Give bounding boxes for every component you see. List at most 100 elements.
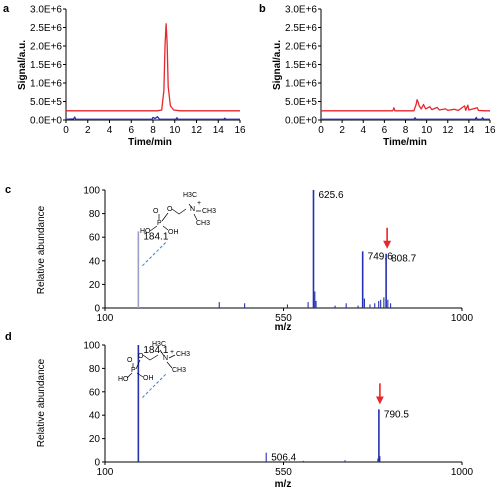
svg-text:CH3: CH3	[202, 208, 216, 215]
peak-label: 184.1	[143, 345, 168, 356]
x-tick-label: 14	[213, 125, 225, 136]
chart-a-series-0	[66, 23, 240, 112]
svg-text:+: +	[197, 200, 201, 207]
structure-leader-line	[142, 373, 167, 399]
x-tick-label: 10	[421, 125, 433, 136]
y-tick-label: 60	[89, 233, 101, 244]
peak-label: 749.6	[368, 251, 393, 262]
x-tick-label: 550	[275, 467, 292, 478]
svg-text:O: O	[167, 206, 173, 213]
y-tick-label: 1.5E+6	[30, 60, 62, 71]
y-tick-label: 20	[89, 434, 101, 445]
y-tick-label: 100	[83, 186, 100, 197]
chart-c-xlabel: m/z	[275, 322, 292, 333]
svg-text:CH3: CH3	[196, 220, 210, 227]
svg-text:N: N	[163, 355, 168, 362]
chart-a-ylabel: Signal/a.u.	[17, 40, 28, 90]
y-tick-label: 2.0E+6	[285, 42, 317, 53]
peak-label: 625.6	[318, 190, 343, 201]
svg-text:O: O	[127, 357, 133, 364]
chart-b-xlabel: Time/min	[383, 137, 427, 148]
x-tick-label: 1000	[451, 467, 474, 478]
x-tick-label: 6	[128, 125, 134, 136]
x-tick-label: 0	[63, 125, 69, 136]
y-tick-label: 2.5E+6	[30, 23, 62, 34]
chart-d: 0 20 40 60 80 100 100 550 1000 184.1 506.4 790.5	[83, 341, 473, 479]
x-tick-label: 16	[484, 125, 496, 136]
svg-text:O: O	[153, 208, 159, 215]
svg-text:O: O	[138, 353, 144, 360]
x-tick-label: 4	[107, 125, 113, 136]
chart-d-xlabel: m/z	[275, 479, 292, 490]
y-tick-label: 40	[89, 411, 101, 422]
svg-text:CH3: CH3	[172, 367, 186, 374]
x-tick-label: 4	[360, 125, 366, 136]
panel-label-c: c	[5, 184, 11, 196]
x-tick-label: 14	[463, 125, 475, 136]
x-tick-label: 100	[97, 467, 114, 478]
peak-label: 506.4	[271, 453, 296, 464]
svg-text:H3C: H3C	[183, 192, 197, 199]
x-tick-label: 2	[85, 125, 91, 136]
chart-d-ylabel: Relative abundance	[36, 358, 47, 447]
x-tick-label: 12	[191, 125, 203, 136]
x-tick-label: 550	[275, 313, 292, 324]
y-tick-label: 5.0E+5	[30, 97, 62, 108]
structure-leader-line	[142, 241, 167, 267]
y-tick-label: 2.0E+6	[30, 42, 62, 53]
svg-text:N: N	[190, 206, 195, 213]
y-tick-label: 20	[89, 280, 101, 291]
x-tick-label: 12	[442, 125, 454, 136]
chart-b-series-0	[321, 99, 490, 112]
y-tick-label: 3.0E+6	[30, 5, 62, 16]
x-tick-label: 6	[382, 125, 388, 136]
y-tick-label: 1.0E+6	[285, 79, 317, 90]
panel-label-d: d	[5, 331, 12, 343]
svg-text:CH3: CH3	[176, 351, 190, 358]
chart-a: 0.0E+0 5.0E+5 1.0E+6 1.5E+6 2.0E+6 2.5E+6 3.0E…	[30, 5, 246, 137]
x-tick-label: 2	[339, 125, 345, 136]
chart-b: 0.0E+0 5.0E+5 1.0E+6 1.5E+6 2.0E+6 2.5E+6 3.0E…	[285, 5, 496, 137]
svg-text:HO: HO	[118, 376, 129, 383]
panel-label-a: a	[3, 3, 10, 15]
svg-text:P: P	[157, 220, 162, 227]
y-tick-label: 2.5E+6	[285, 23, 317, 34]
chart-b-series-1	[321, 116, 490, 120]
y-tick-label: 0.0E+0	[30, 116, 62, 127]
svg-text:HO: HO	[140, 228, 151, 235]
x-tick-label: 100	[97, 313, 114, 324]
peak-label: 790.5	[384, 409, 409, 420]
y-tick-label: 40	[89, 256, 101, 267]
y-tick-label: 1.0E+6	[30, 79, 62, 90]
svg-text:P: P	[131, 367, 136, 374]
peak-label: 184.1	[143, 231, 168, 242]
x-tick-label: 16	[234, 125, 246, 136]
chart-c: 0 20 40 60 80 100 100 550 1000 184.1 625.6 749.6808…	[83, 186, 473, 325]
svg-text:OH: OH	[143, 375, 154, 382]
x-tick-label: 0	[318, 125, 324, 136]
chart-a-xlabel: Time/min	[128, 137, 172, 148]
y-tick-label: 5.0E+5	[285, 97, 317, 108]
y-tick-label: 80	[89, 364, 101, 375]
y-tick-label: 0	[94, 458, 100, 469]
chart-c-ylabel: Relative abundance	[36, 205, 47, 294]
x-tick-label: 8	[403, 125, 409, 136]
y-tick-label: 1.5E+6	[285, 60, 317, 71]
x-tick-label: 8	[150, 125, 156, 136]
panel-label-b: b	[259, 3, 266, 15]
chart-b-ylabel: Signal/a.u.	[272, 40, 283, 90]
x-tick-label: 1000	[451, 313, 474, 324]
chart-a-series-1	[65, 116, 240, 120]
peak-label: 808.7	[391, 254, 416, 265]
svg-text:OH: OH	[168, 229, 179, 236]
y-tick-label: 100	[83, 341, 100, 352]
y-tick-label: 80	[89, 209, 101, 220]
x-tick-label: 10	[169, 125, 181, 136]
y-tick-label: 3.0E+6	[285, 5, 317, 16]
phosphocholine-structure-c: HO OH P O O H3C N + CH3 CH3	[140, 192, 216, 236]
svg-text:+: +	[170, 349, 174, 356]
phosphocholine-structure-d: HO OH P O O H3C N + CH3 CH3	[118, 341, 190, 383]
svg-text:H3C: H3C	[152, 341, 166, 348]
y-tick-label: 60	[89, 387, 101, 398]
